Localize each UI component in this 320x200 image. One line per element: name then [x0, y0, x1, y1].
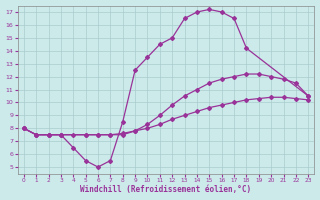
X-axis label: Windchill (Refroidissement éolien,°C): Windchill (Refroidissement éolien,°C)	[80, 185, 252, 194]
